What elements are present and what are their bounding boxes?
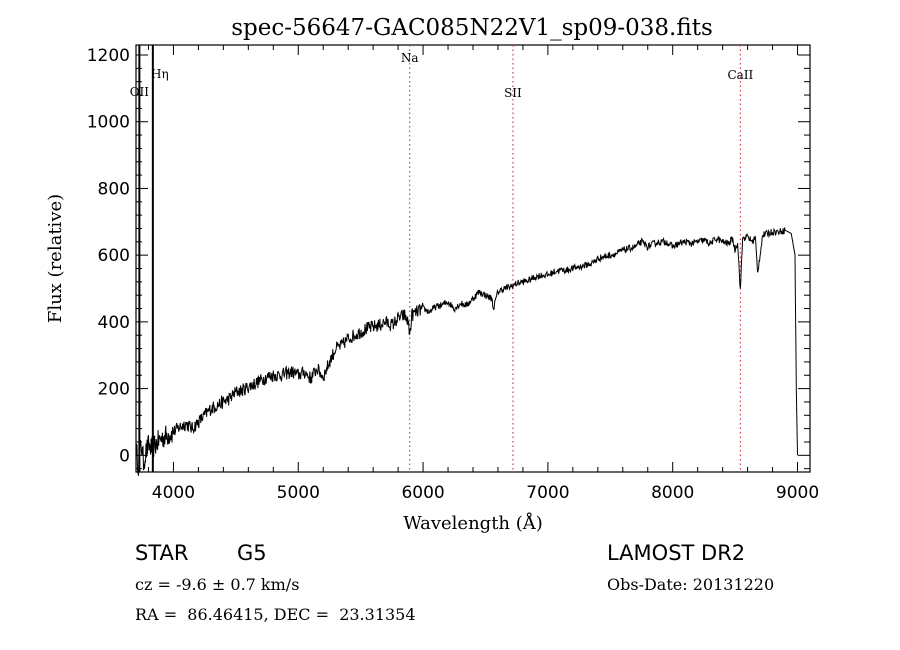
y-axis-label: Flux (relative) — [45, 194, 66, 323]
flux-series-line — [135, 227, 798, 476]
spectral-line-label: SII — [504, 86, 522, 100]
object-class: STAR — [135, 541, 189, 565]
x-tick-label: 7000 — [526, 483, 569, 503]
coordinates-text: RA = 86.46415, DEC = 23.31354 — [135, 605, 416, 624]
spectral-line-label: CaII — [727, 68, 753, 82]
y-tick-label: 400 — [98, 313, 130, 333]
object-subclass: G5 — [237, 541, 267, 565]
redshift-text: cz = -9.6 ± 0.7 km/s — [135, 575, 300, 594]
x-tick-label: 4000 — [152, 483, 195, 503]
x-tick-label: 9000 — [776, 483, 819, 503]
y-tick-label: 0 — [119, 446, 130, 466]
y-tick-label: 1000 — [87, 113, 130, 133]
spectral-line-label: OII — [130, 85, 150, 99]
y-tick-label: 1200 — [87, 46, 130, 66]
x-tick-label: 5000 — [277, 483, 320, 503]
plot-frame — [135, 44, 811, 473]
chart-title: spec-56647-GAC085N22V1_sp09-038.fits — [231, 15, 713, 41]
spectral-line-label: Na — [401, 51, 419, 65]
x-tick-label: 6000 — [401, 483, 444, 503]
y-tick-label: 200 — [98, 380, 130, 400]
y-tick-label: 800 — [98, 179, 130, 199]
x-axis-label: Wavelength (Å) — [403, 512, 543, 534]
survey-name: LAMOST DR2 — [607, 541, 746, 565]
y-tick-label: 600 — [98, 246, 130, 266]
spectral-line-label: Hη — [151, 67, 169, 81]
observation-date: Obs-Date: 20131220 — [607, 575, 775, 594]
x-tick-label: 8000 — [651, 483, 694, 503]
